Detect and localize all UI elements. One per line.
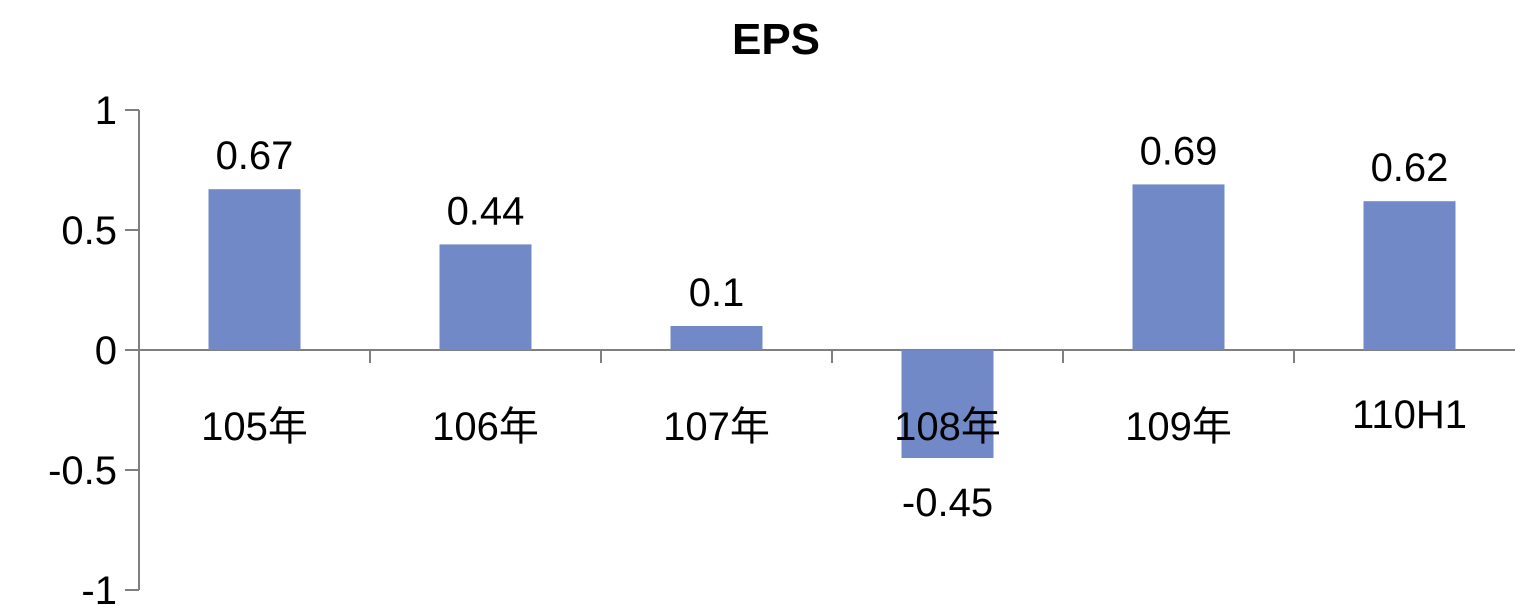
category-label: 106年 (432, 405, 539, 449)
data-label: -0.45 (902, 481, 993, 525)
labels: 0.67 0.44 0.1 -0.45 0.69 0.62 105年 106年 107年 108年… (201, 129, 1467, 525)
y-tick-label: 0.5 (61, 209, 117, 253)
category-label: 109年 (1125, 405, 1232, 449)
category-label: 107年 (663, 405, 770, 449)
y-tick-label: 0 (95, 329, 117, 373)
y-tick-label: 1 (95, 89, 117, 133)
bar (1363, 201, 1456, 350)
chart-title: EPS (732, 15, 820, 64)
axes: 1 0.5 0 -0.5 -1 (48, 89, 1515, 605)
bar (1132, 184, 1225, 350)
bars (208, 184, 1456, 458)
y-tick-label: -0.5 (48, 449, 117, 493)
data-label: 0.44 (447, 189, 525, 233)
bar (208, 189, 301, 350)
category-label: 108年 (894, 405, 1001, 449)
category-label: 105年 (201, 405, 308, 449)
bar (670, 326, 763, 350)
data-label: 0.1 (689, 271, 745, 315)
data-label: 0.69 (1140, 129, 1218, 173)
y-tick-label: -1 (81, 569, 117, 605)
category-label: 110H1 (1352, 393, 1467, 437)
data-label: 0.62 (1371, 146, 1449, 190)
bar (901, 350, 994, 458)
bar (439, 244, 532, 350)
data-label: 0.67 (216, 134, 294, 178)
